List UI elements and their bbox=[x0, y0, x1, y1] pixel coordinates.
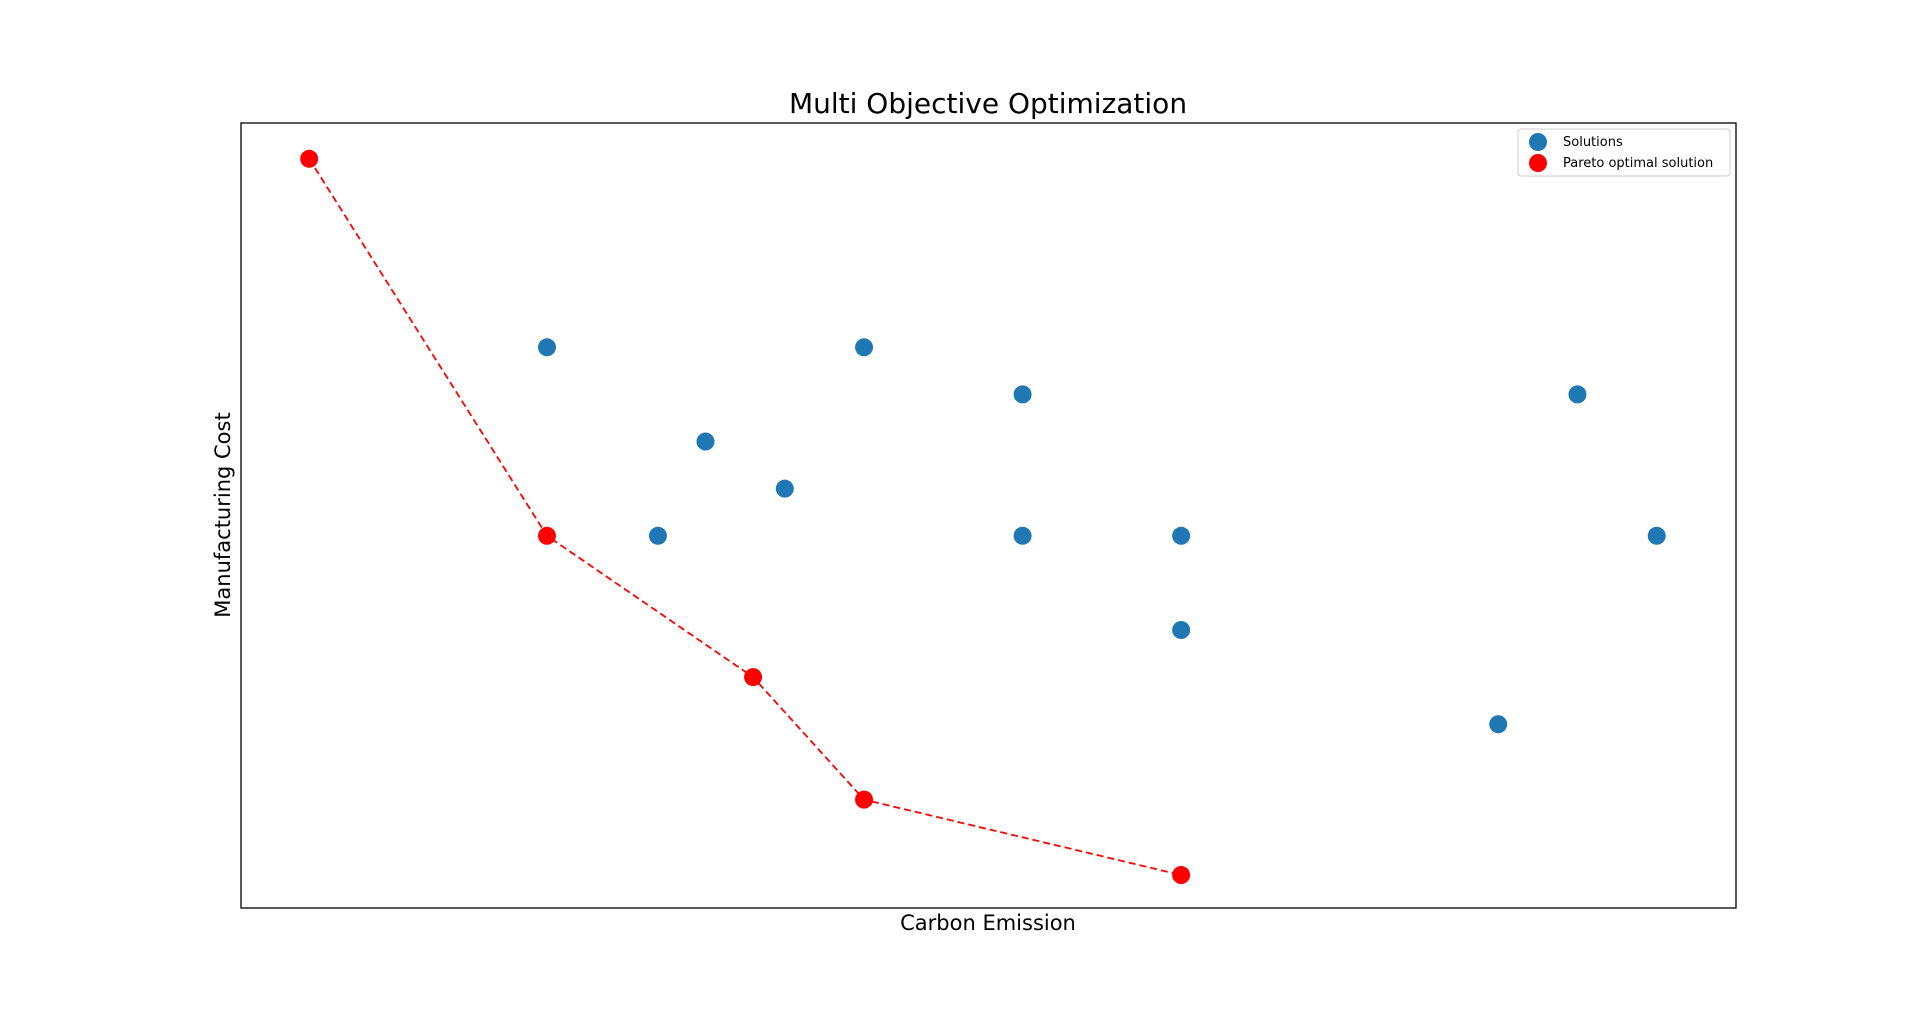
legend: Solutions Pareto optimal solution bbox=[1517, 128, 1731, 177]
solutions-point-5 bbox=[855, 338, 874, 357]
pareto-optimal-solution-point-5 bbox=[1172, 866, 1191, 885]
solutions-point-9 bbox=[1172, 620, 1191, 639]
solutions-point-4 bbox=[775, 479, 794, 498]
plot-area-frame bbox=[240, 122, 1737, 909]
chart-title: Multi Objective Optimization bbox=[789, 87, 1187, 120]
solutions-point-3 bbox=[696, 432, 715, 451]
solutions-point-12 bbox=[1647, 526, 1666, 545]
solutions-point-7 bbox=[1013, 526, 1032, 545]
data-points-group bbox=[300, 149, 1666, 885]
legend-label-pareto-optimal-solution: Pareto optimal solution bbox=[1563, 156, 1713, 171]
pareto-optimal-solution-point-1 bbox=[300, 149, 319, 168]
solutions-point-1 bbox=[537, 338, 556, 357]
legend-label-solutions: Solutions bbox=[1563, 135, 1623, 150]
pareto-optimal-solution-point-2 bbox=[537, 526, 556, 545]
solutions-point-2 bbox=[648, 526, 667, 545]
solutions-point-8 bbox=[1172, 526, 1191, 545]
x-axis-label: Carbon Emission bbox=[900, 911, 1076, 935]
pareto-optimal-solution-point-4 bbox=[855, 790, 874, 809]
pareto-optimal-solution-point-3 bbox=[744, 668, 763, 687]
legend-marker-pareto-optimal-solution bbox=[1529, 154, 1547, 172]
solutions-point-11 bbox=[1568, 385, 1587, 404]
legend-frame bbox=[1517, 128, 1731, 177]
y-axis-label: Manufacturing Cost bbox=[211, 412, 235, 617]
solutions-point-6 bbox=[1013, 385, 1032, 404]
legend-marker-solutions bbox=[1529, 133, 1547, 151]
solutions-point-10 bbox=[1489, 715, 1508, 734]
